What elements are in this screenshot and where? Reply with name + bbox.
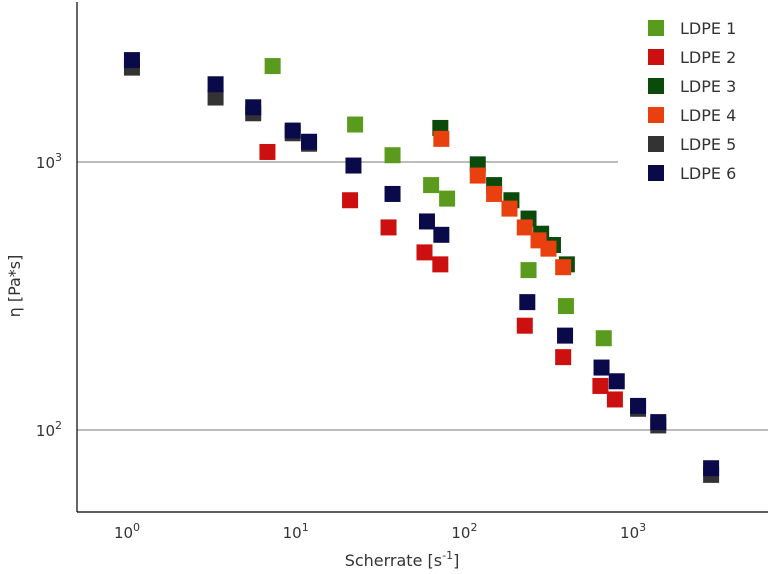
data-point-ldpe-6 — [593, 359, 610, 376]
legend-label: LDPE 6 — [680, 164, 736, 183]
data-point-ldpe-2 — [416, 244, 433, 261]
data-point-ldpe-6 — [650, 414, 667, 431]
legend-label: LDPE 5 — [680, 135, 736, 154]
legend-swatch — [648, 20, 664, 36]
legend-label: LDPE 3 — [680, 77, 736, 96]
legend-swatch — [648, 165, 664, 181]
data-point-ldpe-6 — [245, 99, 262, 116]
x-tick-label: 103 — [620, 521, 646, 542]
data-point-ldpe-4 — [433, 130, 450, 147]
data-point-ldpe-6 — [284, 122, 301, 139]
data-point-ldpe-2 — [259, 143, 276, 160]
data-point-ldpe-2 — [516, 317, 533, 334]
data-point-ldpe-6 — [630, 397, 647, 414]
data-point-ldpe-6 — [433, 226, 450, 243]
data-point-ldpe-2 — [592, 377, 609, 394]
legend-swatch — [648, 78, 664, 94]
x-tick-label: 100 — [114, 521, 140, 542]
data-point-ldpe-4 — [501, 200, 518, 217]
data-point-ldpe-6 — [703, 460, 720, 477]
y-tick-labels: 102 103 — [36, 151, 62, 440]
x-tick-label: 101 — [283, 521, 309, 542]
data-point-ldpe-6 — [301, 133, 318, 150]
data-point-ldpe-1 — [595, 330, 612, 347]
legend-swatch — [648, 107, 664, 123]
x-tick-label: 102 — [451, 521, 477, 542]
data-point-ldpe-6 — [519, 294, 536, 311]
data-point-ldpe-6 — [608, 373, 625, 390]
data-point-ldpe-1 — [384, 147, 401, 164]
data-point-ldpe-1 — [520, 262, 537, 279]
data-point-ldpe-2 — [555, 349, 572, 366]
data-point-ldpe-4 — [555, 259, 572, 276]
legend-label: LDPE 1 — [680, 19, 736, 38]
data-point-ldpe-6 — [207, 76, 224, 93]
data-point-ldpe-2 — [380, 219, 397, 236]
data-points — [123, 52, 720, 483]
legend-label: LDPE 2 — [680, 48, 736, 67]
y-axis-title: η [Pa*s] — [5, 255, 24, 318]
data-point-ldpe-4 — [540, 240, 557, 257]
data-point-ldpe-2 — [342, 192, 359, 209]
data-point-ldpe-4 — [469, 167, 486, 184]
data-point-ldpe-2 — [432, 256, 449, 273]
data-point-ldpe-4 — [516, 219, 533, 236]
legend-swatch — [648, 49, 664, 65]
x-tick-labels: 100 101 102 103 — [114, 521, 646, 542]
x-axis-title: Scherrate [s-1] — [345, 549, 460, 570]
y-tick-label: 103 — [36, 151, 62, 172]
data-point-ldpe-6 — [557, 327, 574, 344]
data-point-ldpe-1 — [423, 177, 440, 194]
grid-lines — [77, 161, 768, 431]
data-point-ldpe-2 — [606, 391, 623, 408]
data-point-ldpe-1 — [347, 116, 364, 133]
y-tick-label: 102 — [36, 419, 62, 440]
data-point-ldpe-6 — [345, 157, 362, 174]
data-point-ldpe-4 — [486, 185, 503, 202]
data-point-ldpe-1 — [557, 298, 574, 315]
data-point-ldpe-1 — [264, 58, 281, 75]
legend: LDPE 1 LDPE 2 LDPE 3 LDPE 4 LDPE 5 LDPE 6 — [648, 19, 736, 183]
axes — [76, 2, 768, 513]
data-point-ldpe-6 — [418, 213, 435, 230]
data-point-ldpe-5 — [207, 89, 224, 106]
legend-label: LDPE 4 — [680, 106, 736, 125]
data-point-ldpe-6 — [123, 52, 140, 69]
legend-swatch — [648, 136, 664, 152]
data-point-ldpe-6 — [384, 185, 401, 202]
data-point-ldpe-1 — [439, 190, 456, 207]
